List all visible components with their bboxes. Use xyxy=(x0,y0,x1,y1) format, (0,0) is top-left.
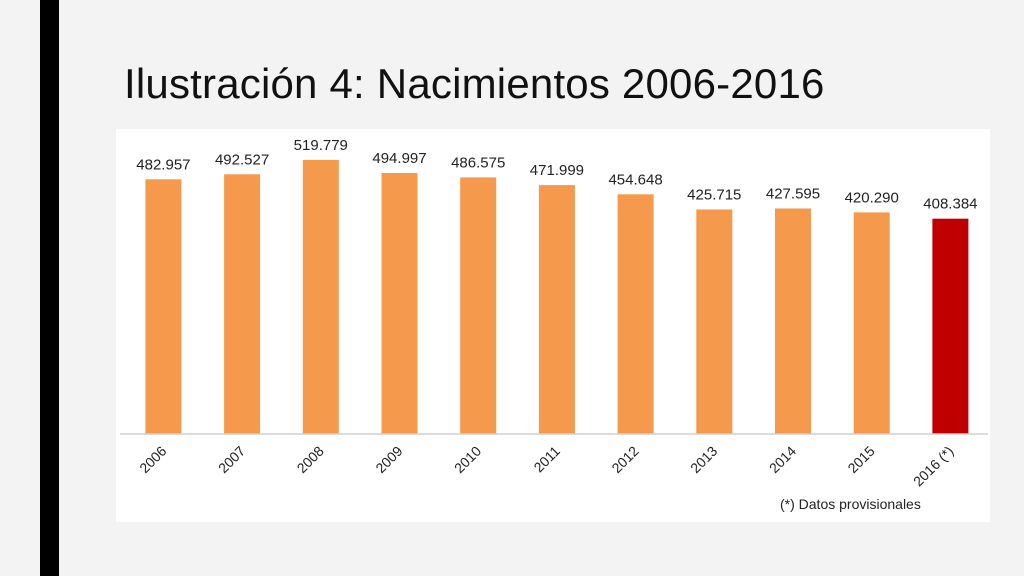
bar-2016 xyxy=(932,218,969,434)
data-label-2013: 425.715 xyxy=(687,187,741,204)
data-label-2014: 427.595 xyxy=(766,186,820,203)
x-tick-label-2016: 2016 (*) xyxy=(910,443,957,490)
tick-labels-layer: 2006 2007 2008 2009 2010 2011 2012 2013 2014 2015… xyxy=(136,443,956,490)
bar-2011 xyxy=(538,185,575,434)
data-label-2010: 486.575 xyxy=(451,154,505,171)
chart-footnote: (*) Datos provisionales xyxy=(780,496,921,512)
data-label-2009: 494.997 xyxy=(372,150,426,167)
bars-layer xyxy=(145,159,969,435)
x-tick-label-2012: 2012 xyxy=(608,443,641,476)
x-tick-label-2007: 2007 xyxy=(215,443,248,476)
x-tick-label-2015: 2015 xyxy=(844,443,877,476)
data-label-2007: 492.527 xyxy=(215,151,269,168)
bar-2006 xyxy=(145,179,182,434)
bar-2007 xyxy=(224,174,261,435)
data-label-2008: 519.779 xyxy=(294,137,348,154)
data-label-2006: 482.957 xyxy=(136,156,190,173)
bar-2014 xyxy=(775,208,811,434)
bar-2015 xyxy=(853,212,890,434)
x-tick-label-2011: 2011 xyxy=(530,443,563,476)
data-labels-layer: 482.957 492.527 519.779 494.997 486.575 471.9… xyxy=(136,137,977,213)
x-tick-label-2010: 2010 xyxy=(451,443,484,476)
chart-panel: 482.957 492.527 519.779 494.997 486.575 471.9… xyxy=(116,129,990,522)
x-tick-label-2008: 2008 xyxy=(294,443,327,476)
x-tick-label-2006: 2006 xyxy=(136,443,169,476)
x-tick-label-2013: 2013 xyxy=(687,443,720,476)
bar-chart: 482.957 492.527 519.779 494.997 486.575 471.9… xyxy=(120,137,988,490)
x-tick-label-2014: 2014 xyxy=(766,443,799,476)
bar-2009 xyxy=(381,173,418,434)
bar-2008 xyxy=(302,159,339,434)
data-label-2012: 454.648 xyxy=(608,171,662,188)
x-tick-label-2009: 2009 xyxy=(372,443,405,476)
data-label-2011: 471.999 xyxy=(530,162,584,179)
data-label-2016: 408.384 xyxy=(923,196,977,213)
bar-2012 xyxy=(617,194,654,434)
accent-bar xyxy=(40,0,59,576)
slide-title: Ilustración 4: Nacimientos 2006-2016 xyxy=(124,60,825,107)
bar-2013 xyxy=(696,209,733,434)
data-label-2015: 420.290 xyxy=(845,189,899,206)
bar-2010 xyxy=(460,177,497,434)
